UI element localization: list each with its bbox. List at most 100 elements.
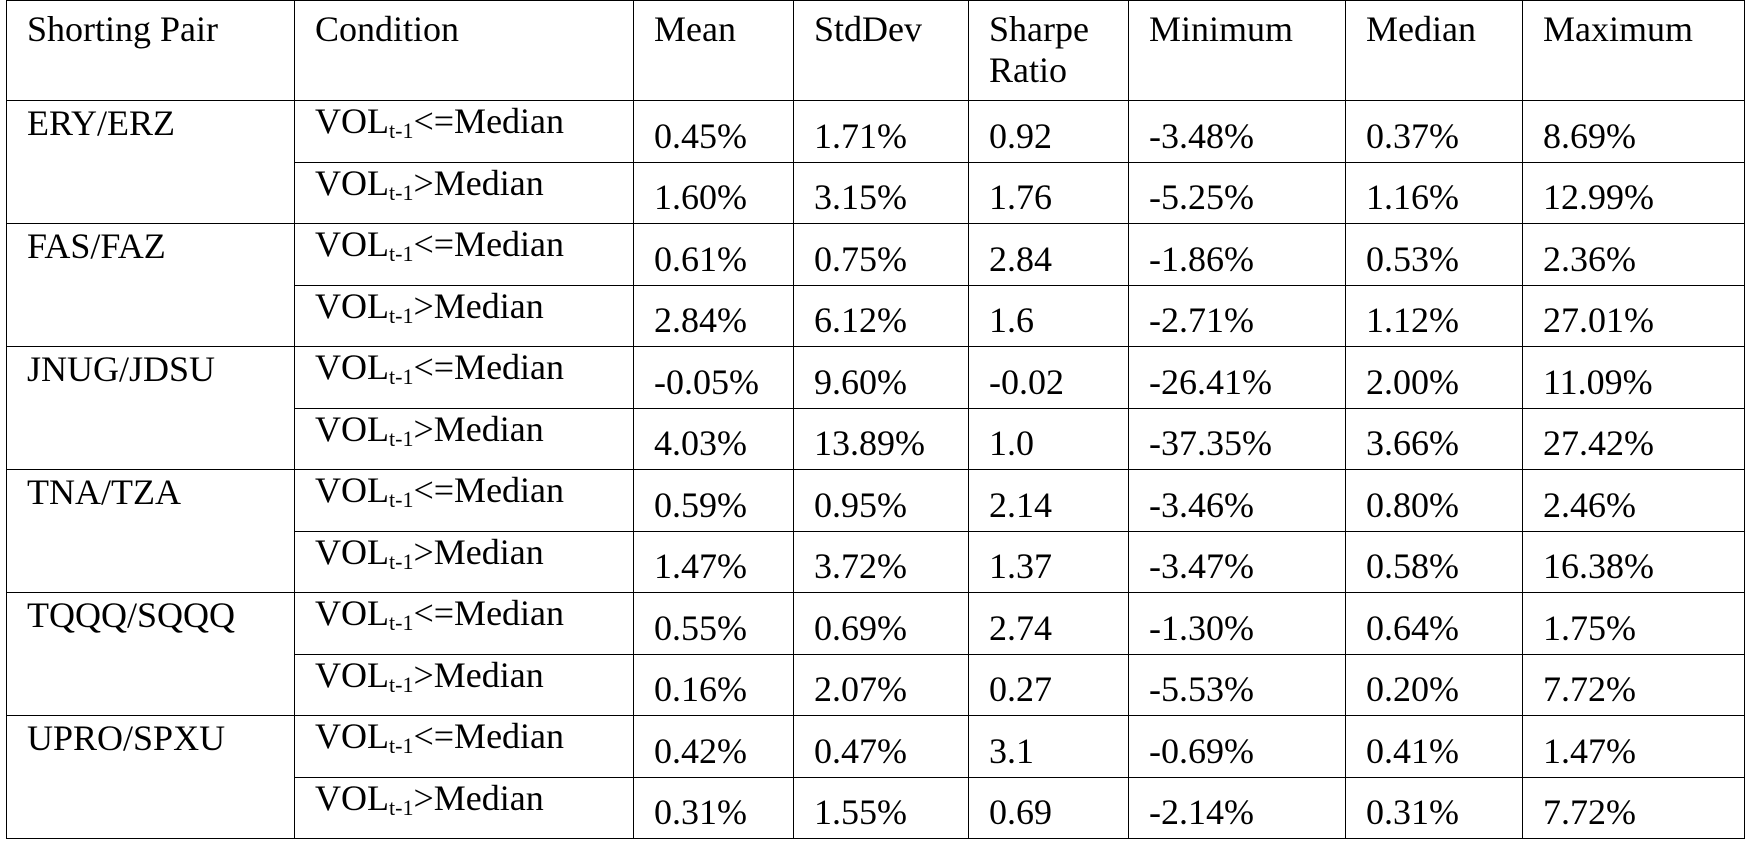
condition-comparator: >Median [413,777,544,818]
cell-stddev: 1.55% [793,776,969,839]
cell-median: 1.16% [1345,161,1523,224]
condition-subscript: t-1 [389,671,414,697]
table-row: TQQQ/SQQQ VOLt-1<=Median 0.55% 0.69% 2.74 -1.… [6,592,1745,716]
header-mean: Mean [633,0,794,101]
condition-subscript: t-1 [389,241,414,266]
cell-maximum: 2.36% [1522,223,1745,286]
condition-base: VOL [315,285,389,326]
table-row: UPRO/SPXU VOLt-1<=Median 0.42% 0.47% 3.1 -0.6… [6,715,1745,839]
table-row: VOLt-1>Median 1.47% 3.72% 1.37 -3.47% 0.58% 16… [7,530,1745,593]
cell-stddev: 13.89% [793,407,969,470]
cell-minimum: -5.25% [1128,161,1346,224]
condition-base: VOL [315,101,389,141]
table-row: FAS/FAZ VOLt-1<=Median 0.61% 0.75% 2.84 -1.86… [6,223,1745,347]
cell-shorting-pair: JNUG/JDSU [6,346,295,470]
cell-median: 0.64% [1345,592,1523,655]
cell-minimum: -0.69% [1128,715,1346,778]
cell-condition: VOLt-1<=Median [294,346,634,409]
cell-condition: VOLt-1>Median [294,530,634,593]
table-row: VOLt-1>Median 4.03% 13.89% 1.0 -37.35% 3.66% 2… [7,407,1745,470]
cell-minimum: -2.71% [1128,284,1346,347]
condition-comparator: >Median [413,162,544,203]
cell-sharpe-ratio: 3.1 [968,715,1129,778]
cell-sharpe-ratio: -0.02 [968,346,1129,409]
cell-median: 0.53% [1345,223,1523,286]
cell-condition: VOLt-1>Median [294,284,634,347]
cell-sharpe-ratio: 0.69 [968,776,1129,839]
table-row: ERY/ERZ VOLt-1<=Median 0.45% 1.71% 0.92 -3.48… [6,100,1745,224]
condition-comparator: >Median [413,408,544,449]
condition-base: VOL [315,162,389,203]
header-minimum: Minimum [1128,0,1346,101]
condition-base: VOL [315,777,389,818]
cell-sharpe-ratio: 1.6 [968,284,1129,347]
condition-comparator: <=Median [413,470,565,510]
condition-comparator: <=Median [413,716,565,756]
table-body: ERY/ERZ VOLt-1<=Median 0.45% 1.71% 0.92 -3.48… [6,100,1745,839]
condition-subscript: t-1 [389,733,414,758]
cell-shorting-pair: UPRO/SPXU [6,715,295,839]
cell-stddev: 0.47% [793,715,969,778]
cell-mean: 0.45% [633,100,794,163]
cell-median: 0.37% [1345,100,1523,163]
cell-mean: 0.59% [633,469,794,532]
cell-minimum: -3.47% [1128,530,1346,593]
condition-comparator: <=Median [413,347,565,387]
cell-condition: VOLt-1>Median [294,776,634,839]
table-row: VOLt-1>Median 0.16% 2.07% 0.27 -5.53% 0.20% 7.… [7,653,1745,716]
condition-base: VOL [315,531,389,572]
cell-median: 0.58% [1345,530,1523,593]
condition-subscript: t-1 [389,794,414,820]
cell-mean: 0.31% [633,776,794,839]
cell-minimum: -37.35% [1128,407,1346,470]
cell-maximum: 11.09% [1522,346,1745,409]
header-maximum: Maximum [1522,0,1745,101]
condition-comparator: <=Median [413,224,565,264]
cell-stddev: 0.75% [793,223,969,286]
cell-condition: VOLt-1>Median [294,161,634,224]
header-stddev: StdDev [793,0,969,101]
cell-condition: VOLt-1<=Median [294,469,634,532]
cell-minimum: -2.14% [1128,776,1346,839]
header-condition: Condition [294,0,634,101]
cell-median: 0.31% [1345,776,1523,839]
cell-maximum: 12.99% [1522,161,1745,224]
cell-median: 3.66% [1345,407,1523,470]
cell-stddev: 0.95% [793,469,969,532]
table-row: VOLt-1>Median 0.31% 1.55% 0.69 -2.14% 0.31% 7.… [7,776,1745,839]
condition-subscript: t-1 [389,610,414,635]
cell-median: 0.41% [1345,715,1523,778]
condition-base: VOL [315,224,389,264]
cell-mean: -0.05% [633,346,794,409]
cell-stddev: 0.69% [793,592,969,655]
cell-median: 0.80% [1345,469,1523,532]
cell-condition: VOLt-1<=Median [294,100,634,163]
cell-mean: 0.55% [633,592,794,655]
cell-shorting-pair: ERY/ERZ [6,100,295,224]
cell-stddev: 2.07% [793,653,969,716]
condition-base: VOL [315,593,389,633]
cell-minimum: -3.46% [1128,469,1346,532]
cell-mean: 0.42% [633,715,794,778]
cell-condition: VOLt-1>Median [294,407,634,470]
table-row: VOLt-1>Median 1.60% 3.15% 1.76 -5.25% 1.16% 12… [7,161,1745,224]
cell-sharpe-ratio: 1.76 [968,161,1129,224]
cell-minimum: -5.53% [1128,653,1346,716]
cell-minimum: -3.48% [1128,100,1346,163]
cell-mean: 0.16% [633,653,794,716]
condition-comparator: >Median [413,654,544,695]
condition-subscript: t-1 [389,302,414,328]
cell-stddev: 9.60% [793,346,969,409]
cell-condition: VOLt-1>Median [294,653,634,716]
cell-mean: 1.47% [633,530,794,593]
condition-subscript: t-1 [389,487,414,512]
header-shorting-pair: Shorting Pair [6,0,295,101]
header-median: Median [1345,0,1523,101]
cell-maximum: 27.01% [1522,284,1745,347]
cell-sharpe-ratio: 2.84 [968,223,1129,286]
cell-mean: 1.60% [633,161,794,224]
condition-comparator: >Median [413,285,544,326]
cell-stddev: 3.15% [793,161,969,224]
cell-sharpe-ratio: 2.74 [968,592,1129,655]
header-sharpe-ratio: Sharpe Ratio [968,0,1129,101]
